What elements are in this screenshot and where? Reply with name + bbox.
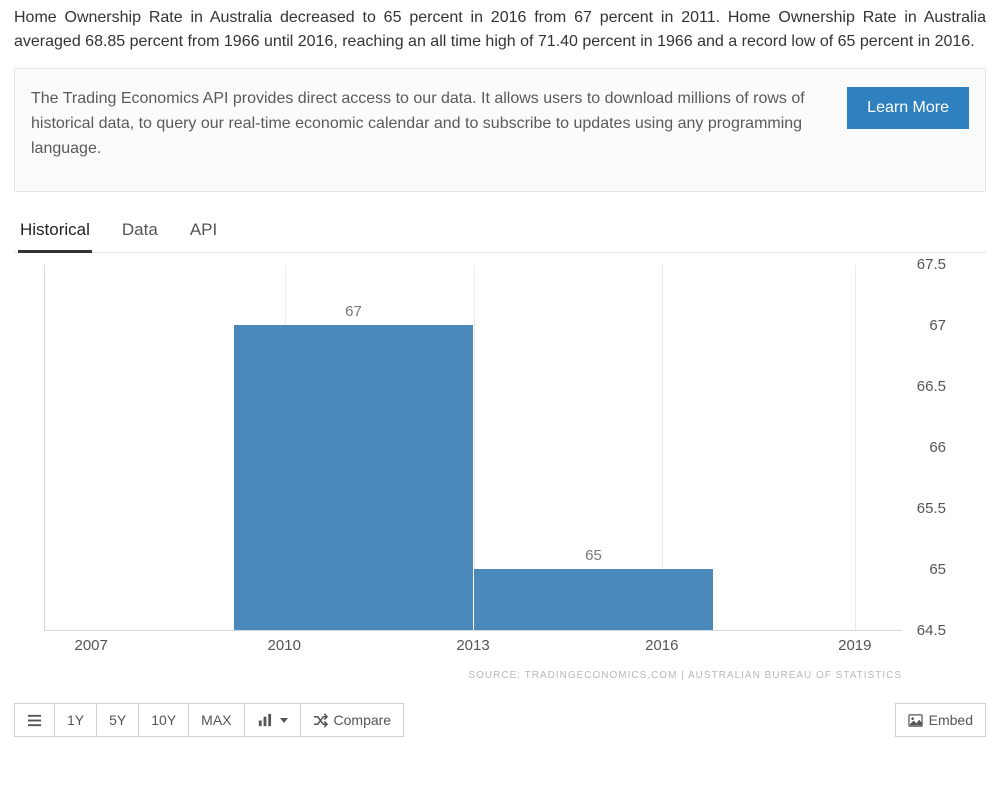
api-panel: The Trading Economics API provides direc… (14, 68, 986, 192)
chart-source: SOURCE: TRADINGECONOMICS.COM | AUSTRALIA… (468, 670, 902, 681)
api-description: The Trading Economics API provides direc… (31, 87, 827, 161)
chart-x-axis: 2007 2010 2013 2016 2019 (44, 635, 902, 659)
chart-y-tick: 65.5 (917, 500, 946, 517)
chart-bar-label: 67 (345, 303, 362, 320)
chart-y-tick: 64.5 (917, 622, 946, 639)
chart-y-tick: 66.5 (917, 378, 946, 395)
chart-x-tick: 2010 (268, 637, 301, 654)
tabs: Historical Data API (14, 212, 986, 253)
list-view-button[interactable] (14, 703, 55, 737)
toolbar-group-left: 1Y 5Y 10Y MAX Compare (14, 703, 404, 737)
embed-button[interactable]: Embed (895, 703, 986, 737)
chevron-down-icon (280, 718, 288, 723)
learn-more-button[interactable]: Learn More (847, 87, 969, 129)
chart-bar-label: 65 (585, 547, 602, 564)
embed-label: Embed (929, 712, 973, 728)
chart-toolbar: 1Y 5Y 10Y MAX Compare Embed (14, 703, 986, 737)
intro-text: Home Ownership Rate in Australia decreas… (14, 6, 986, 54)
tab-data[interactable]: Data (120, 212, 160, 252)
tab-historical[interactable]: Historical (18, 212, 92, 253)
chart: 6765 20072010201320162019 SOURCE: TRADIN… (14, 265, 986, 673)
range-5y-button[interactable]: 5Y (96, 703, 139, 737)
chart-gridline (855, 265, 856, 630)
chart-plot-area: 6765 (44, 265, 902, 631)
range-max-button[interactable]: MAX (188, 703, 244, 737)
shuffle-icon (313, 713, 328, 728)
chart-x-tick: 2019 (838, 637, 871, 654)
compare-button[interactable]: Compare (300, 703, 405, 737)
chart-x-tick: 2007 (75, 637, 108, 654)
chart-y-tick: 65 (929, 561, 946, 578)
bar-chart-icon (257, 713, 272, 728)
chart-y-tick: 67 (929, 317, 946, 334)
list-icon (27, 713, 42, 728)
range-1y-button[interactable]: 1Y (54, 703, 97, 737)
chart-type-button[interactable] (244, 703, 301, 737)
compare-label: Compare (334, 712, 392, 728)
range-10y-button[interactable]: 10Y (138, 703, 189, 737)
chart-bar[interactable]: 67 (234, 325, 474, 630)
tab-api[interactable]: API (188, 212, 219, 252)
chart-y-tick: 67.5 (917, 256, 946, 273)
chart-bar[interactable]: 65 (474, 569, 714, 630)
chart-y-tick: 66 (929, 439, 946, 456)
chart-x-tick: 2013 (456, 637, 489, 654)
image-icon (908, 713, 923, 728)
chart-x-tick: 2016 (645, 637, 678, 654)
